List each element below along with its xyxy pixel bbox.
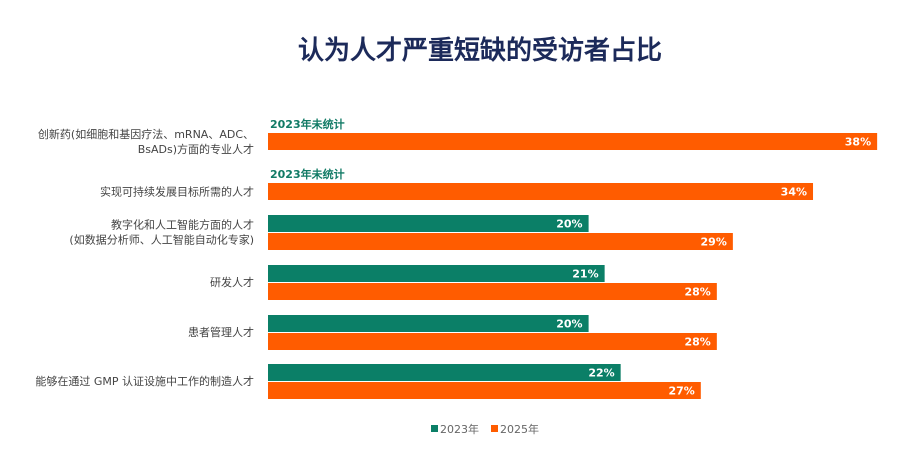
bar-2025 bbox=[268, 382, 701, 399]
chart-title: 认为人才严重短缺的受访者占比 bbox=[297, 36, 662, 66]
bar-2025 bbox=[268, 133, 878, 150]
data-label-2023: 20% bbox=[556, 218, 582, 231]
data-label-2025: 38% bbox=[845, 136, 871, 149]
category-label: 患者管理人才 bbox=[188, 325, 254, 339]
data-label-2023: 22% bbox=[588, 367, 614, 380]
category-label: 研发人才 bbox=[210, 275, 254, 289]
legend-swatch bbox=[431, 425, 438, 432]
data-label-2025: 29% bbox=[701, 236, 727, 249]
bar-2023 bbox=[268, 364, 621, 381]
not-surveyed-label: 2023年未统计 bbox=[270, 167, 345, 181]
not-surveyed-label: 2023年未统计 bbox=[270, 117, 345, 131]
data-label-2025: 28% bbox=[684, 286, 710, 299]
data-label-2025: 34% bbox=[781, 186, 807, 199]
category-label: 能够在通过 GMP 认证设施中工作的制造人才 bbox=[35, 374, 254, 388]
bar-2023 bbox=[268, 315, 589, 332]
data-label-2025: 27% bbox=[668, 385, 694, 398]
category-label: 教字化和人工智能方面的人才 bbox=[111, 218, 254, 232]
bar-2025 bbox=[268, 283, 717, 300]
bar-2023 bbox=[268, 215, 589, 232]
category-label: BsADs)方面的专业人才 bbox=[138, 142, 254, 156]
bar-2023 bbox=[268, 265, 605, 282]
category-label: (如数据分析师、人工智能自动化专家) bbox=[69, 233, 254, 247]
bar-2025 bbox=[268, 333, 717, 350]
data-label-2025: 28% bbox=[684, 336, 710, 349]
legend-label: 2023年 bbox=[440, 422, 479, 436]
category-label: 创新药(如细胞和基因疗法、mRNA、ADC、 bbox=[38, 127, 254, 141]
legend-label: 2025年 bbox=[500, 422, 539, 436]
category-label: 实现可持续发展目标所需的人才 bbox=[100, 185, 254, 199]
data-label-2023: 21% bbox=[572, 268, 598, 281]
legend-swatch bbox=[491, 425, 498, 432]
data-label-2023: 20% bbox=[556, 318, 582, 331]
bar-2025 bbox=[268, 233, 733, 250]
bar-2025 bbox=[268, 183, 814, 200]
